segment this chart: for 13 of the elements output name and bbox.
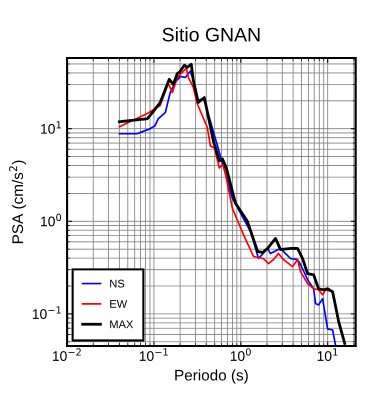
legend-label: EW [110, 300, 128, 308]
x-tick-label: 10$^{0}$ [230, 348, 251, 361]
x-tick-label: 10$^{−2}$ [52, 348, 81, 361]
y-tick-label: 10$^{0}$ [41, 214, 62, 226]
y-axis-title: PSA (cm/s$^{2}$) [9, 160, 26, 244]
y-tick-label: 10$^{1}$ [41, 121, 61, 134]
x-tick-label: 10$^{1}$ [318, 348, 338, 361]
chart-title: Sitio GNAN [162, 27, 260, 42]
x-axis-title: Periodo (s) [175, 369, 248, 384]
legend-label: MAX [110, 320, 134, 328]
x-tick-label: 10$^{−1}$ [140, 348, 168, 361]
legend-label: NS [110, 280, 124, 288]
y-tick-label: 10$^{−1}$ [32, 306, 61, 319]
